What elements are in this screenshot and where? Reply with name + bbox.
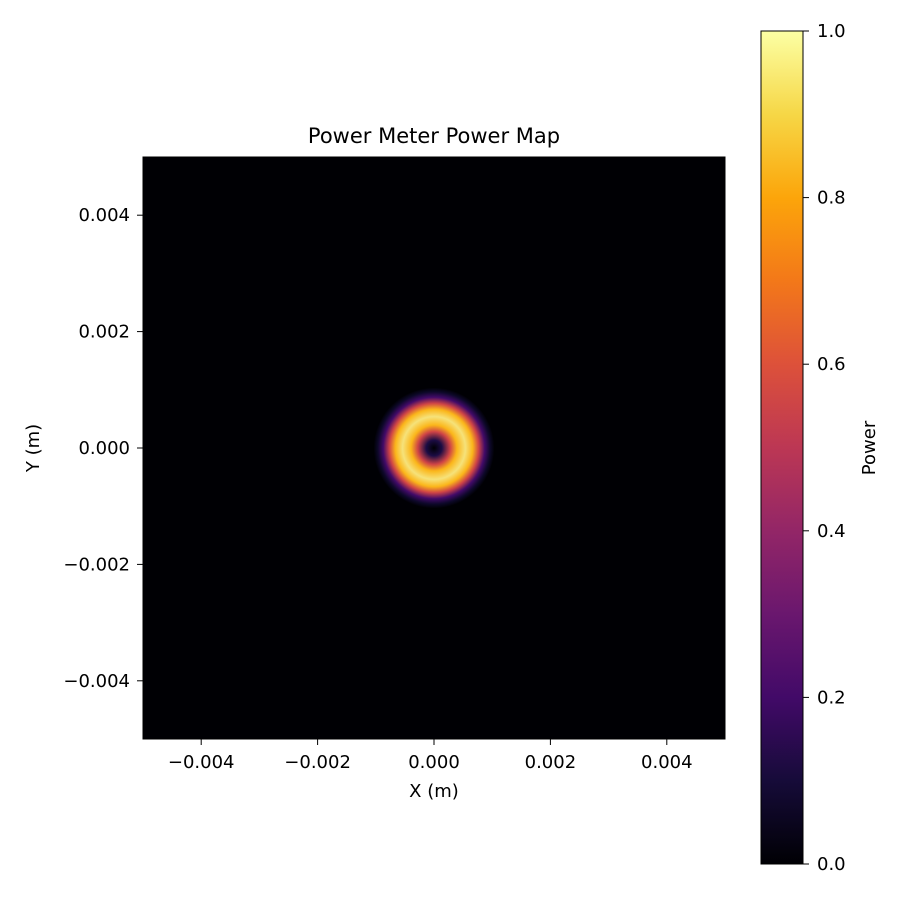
x-axis-ticks: −0.004 −0.002 0.000 0.002 0.004 <box>168 739 693 773</box>
colorbar-tick-label: 0.4 <box>817 521 846 542</box>
y-axis-label: Y (m) <box>23 424 44 473</box>
y-tick-label: 0.002 <box>78 322 130 343</box>
chart-title: Power Meter Power Map <box>308 124 560 148</box>
colorbar-ticks: 0.0 0.2 0.4 0.6 0.8 1.0 <box>803 21 846 875</box>
colorbar-tick-label: 0.8 <box>817 188 846 209</box>
heatmap-plot-area <box>143 157 725 739</box>
colorbar-tick-label: 0.6 <box>817 354 846 375</box>
colorbar-tick-label: 1.0 <box>817 21 846 42</box>
y-tick-label: −0.002 <box>63 554 130 575</box>
x-tick-label: 0.000 <box>408 752 460 773</box>
y-axis-ticks: −0.004 −0.002 0.000 0.002 0.004 <box>63 205 143 692</box>
y-tick-label: 0.000 <box>78 438 130 459</box>
colorbar-tick-label: 0.0 <box>817 854 846 875</box>
x-tick-label: 0.004 <box>641 752 693 773</box>
y-tick-label: 0.004 <box>78 205 130 226</box>
power-ring <box>373 387 495 509</box>
colorbar-tick-label: 0.2 <box>817 687 846 708</box>
x-axis-label: X (m) <box>409 781 459 802</box>
x-tick-label: −0.002 <box>284 752 351 773</box>
x-tick-label: 0.002 <box>525 752 577 773</box>
y-tick-label: −0.004 <box>63 671 130 692</box>
colorbar <box>760 30 804 865</box>
colorbar-label: Power <box>859 420 880 475</box>
x-tick-label: −0.004 <box>168 752 235 773</box>
